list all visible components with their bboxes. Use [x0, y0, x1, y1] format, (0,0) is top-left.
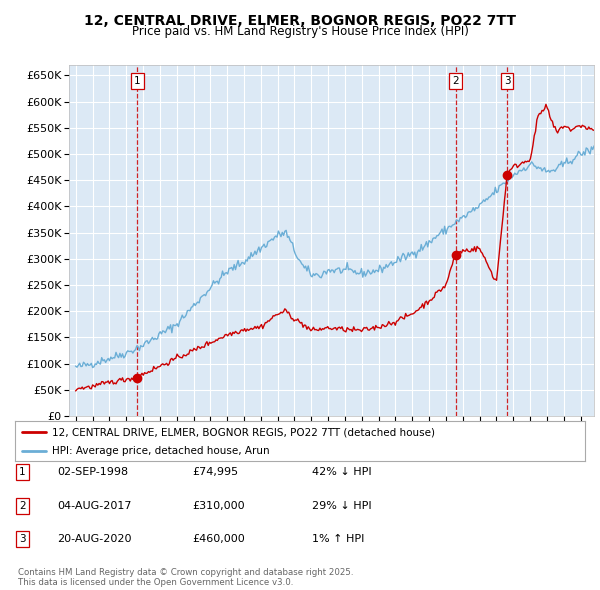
Text: 02-SEP-1998: 02-SEP-1998 — [57, 467, 128, 477]
Text: Price paid vs. HM Land Registry's House Price Index (HPI): Price paid vs. HM Land Registry's House … — [131, 25, 469, 38]
Text: 3: 3 — [503, 76, 511, 86]
Text: 29% ↓ HPI: 29% ↓ HPI — [312, 501, 371, 510]
Text: 3: 3 — [19, 535, 26, 544]
Text: HPI: Average price, detached house, Arun: HPI: Average price, detached house, Arun — [52, 445, 269, 455]
Text: 1: 1 — [134, 76, 141, 86]
Text: £310,000: £310,000 — [192, 501, 245, 510]
Text: 04-AUG-2017: 04-AUG-2017 — [57, 501, 131, 510]
Text: 1% ↑ HPI: 1% ↑ HPI — [312, 535, 364, 544]
Text: 12, CENTRAL DRIVE, ELMER, BOGNOR REGIS, PO22 7TT: 12, CENTRAL DRIVE, ELMER, BOGNOR REGIS, … — [84, 14, 516, 28]
Text: £74,995: £74,995 — [192, 467, 238, 477]
Text: 2: 2 — [452, 76, 459, 86]
Text: 2: 2 — [19, 501, 26, 510]
Text: £460,000: £460,000 — [192, 535, 245, 544]
Text: 42% ↓ HPI: 42% ↓ HPI — [312, 467, 371, 477]
Text: 1: 1 — [19, 467, 26, 477]
Text: 12, CENTRAL DRIVE, ELMER, BOGNOR REGIS, PO22 7TT (detached house): 12, CENTRAL DRIVE, ELMER, BOGNOR REGIS, … — [52, 427, 435, 437]
Text: 20-AUG-2020: 20-AUG-2020 — [57, 535, 131, 544]
Text: Contains HM Land Registry data © Crown copyright and database right 2025.
This d: Contains HM Land Registry data © Crown c… — [18, 568, 353, 587]
